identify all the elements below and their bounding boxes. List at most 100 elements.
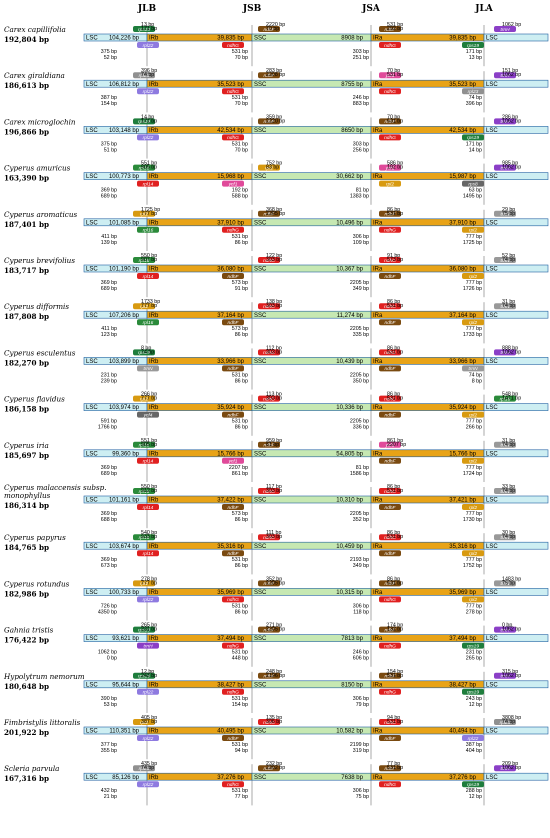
gene-ndhG-box	[379, 395, 401, 402]
bp-annotation-top: 111 bp	[266, 530, 281, 536]
bp-annotation-bottom: 86 bp	[235, 425, 248, 431]
bp-annotation-bottom: 573 bp	[232, 280, 248, 286]
gene-label: ndhF	[228, 736, 240, 742]
bp-annotation-top: 292 bp	[387, 26, 403, 32]
region-label: IRb	[149, 636, 159, 642]
genome-size: 187,808 bp	[4, 312, 49, 321]
bp-annotation-bottom: 0 bp	[107, 656, 117, 662]
bp-annotation-bottom: 369 bp	[101, 280, 117, 286]
gene-trnN-box	[494, 303, 516, 310]
gene-ndhG-box	[379, 349, 401, 356]
bp-annotation-bottom: 303 bp	[353, 49, 369, 55]
gene-ndhF-box	[379, 118, 401, 125]
gene-label: rps19	[138, 674, 150, 680]
region-label: SSC	[254, 405, 267, 411]
region-label: IRb	[149, 590, 159, 596]
bp-annotation-top: 33 bp	[502, 484, 515, 490]
gene-rpl16-box	[137, 319, 159, 326]
region-label: IRb	[149, 220, 159, 226]
gene-ndhG-box	[379, 303, 401, 310]
bp-annotation-bottom: 1733 bp	[463, 332, 482, 338]
gene-label: rpl2	[386, 181, 394, 187]
bp-annotation-bottom: 13 bp	[469, 55, 482, 61]
gene-label: ycf1	[385, 165, 395, 171]
region-length: 42,534 bp	[449, 128, 476, 134]
gene-label: rpl14	[143, 551, 154, 557]
bp-annotation-bottom: 411 bp	[101, 326, 117, 332]
gene-rpl2-box	[133, 719, 155, 725]
gene-label: ndhF	[385, 766, 397, 772]
gene-rpl16-box	[133, 534, 155, 541]
gene-label: rpl22	[143, 736, 154, 742]
gene-label: ndhF	[385, 459, 397, 465]
bp-annotation-bottom: 350 bp	[353, 378, 369, 384]
bp-annotation-bottom: 123 bp	[101, 332, 117, 338]
region-length: 10,336 bp	[336, 405, 363, 411]
gene-label: ndhG	[384, 350, 396, 356]
gene-label: rpl16	[143, 320, 154, 326]
bp-annotation-top: 1062 bp	[502, 673, 521, 679]
gene-ndhF-box	[258, 441, 280, 448]
region-label: LSC	[86, 590, 98, 596]
gene-label: trnN	[500, 581, 510, 587]
gene-label: ndhG	[263, 720, 275, 726]
region-label: SSC	[254, 729, 267, 735]
gene-ycf1-box	[222, 457, 244, 464]
bp-annotation-bottom: 1724 bp	[463, 471, 482, 477]
bp-annotation-top: 396 bp	[141, 68, 157, 74]
genome-size: 163,390 bp	[4, 174, 49, 183]
gene-ycf1-box	[379, 164, 401, 171]
bp-annotation-top: 86 bp	[387, 576, 400, 582]
gene-label: ndhF	[385, 274, 397, 280]
gene-label: ndhG	[263, 489, 275, 495]
bp-annotation-bottom: 861 bp	[232, 471, 248, 477]
bp-annotation-bottom: 86 bp	[235, 332, 248, 338]
bp-annotation-bottom: 94 bp	[235, 748, 248, 754]
region-label: SSC	[254, 775, 267, 781]
gene-ndhG-box	[222, 642, 244, 649]
region-label: IRa	[373, 36, 383, 42]
region-label: SSC	[254, 128, 267, 134]
region-length: 93,621 bp	[112, 636, 139, 642]
bp-annotation-bottom: 689 bp	[101, 286, 117, 292]
gene-label: ndhG	[263, 350, 275, 356]
bp-annotation-top: 83 bp	[266, 165, 279, 171]
region-length: 37,910 bp	[449, 220, 476, 226]
bp-annotation-top: 266 bp	[141, 392, 157, 398]
gene-label: trnH	[500, 73, 510, 79]
gene-rpl2-box	[133, 210, 155, 217]
gene-rpl23-box	[462, 88, 484, 95]
gene-label: trnN	[500, 443, 510, 449]
region-length: 37,422 bp	[217, 498, 244, 504]
region-label: SSC	[254, 82, 267, 88]
region-label: IRb	[149, 359, 159, 365]
bp-annotation-top: 70 bp	[387, 114, 400, 120]
gene-rpl16-box	[133, 164, 155, 171]
gene-label: rpl14	[143, 505, 154, 511]
gene-label: ndhF	[385, 412, 397, 418]
bp-annotation-top: 2205 bp	[266, 211, 285, 217]
gene-ndhG-box	[379, 534, 401, 541]
gene-label: ycf1	[228, 181, 238, 187]
gene-rpl23-box	[133, 72, 155, 79]
gene-label: rpl16	[139, 165, 150, 171]
gene-label: rps19	[467, 643, 479, 649]
bp-annotation-top: 52 bp	[502, 253, 515, 259]
bp-annotation-bottom: 154 bp	[232, 702, 248, 708]
gene-rpl2-box	[462, 226, 484, 233]
gene-ndhG-box	[379, 134, 401, 141]
gene-label: ndhG	[384, 135, 396, 141]
gene-rps19-box	[133, 626, 155, 633]
gene-rpl2-box	[462, 457, 484, 464]
bp-annotation-bottom: 531 bp	[232, 557, 248, 563]
gene-rps8-box	[462, 180, 484, 187]
gene-label: trnN	[500, 212, 510, 218]
genome-size: 183,717 bp	[4, 266, 49, 275]
gene-label: ndhF	[385, 736, 397, 742]
genome-size: 186,158 bp	[4, 405, 49, 414]
bp-annotation-bottom: 118 bp	[353, 609, 369, 615]
gene-label: ndhF	[385, 119, 397, 125]
